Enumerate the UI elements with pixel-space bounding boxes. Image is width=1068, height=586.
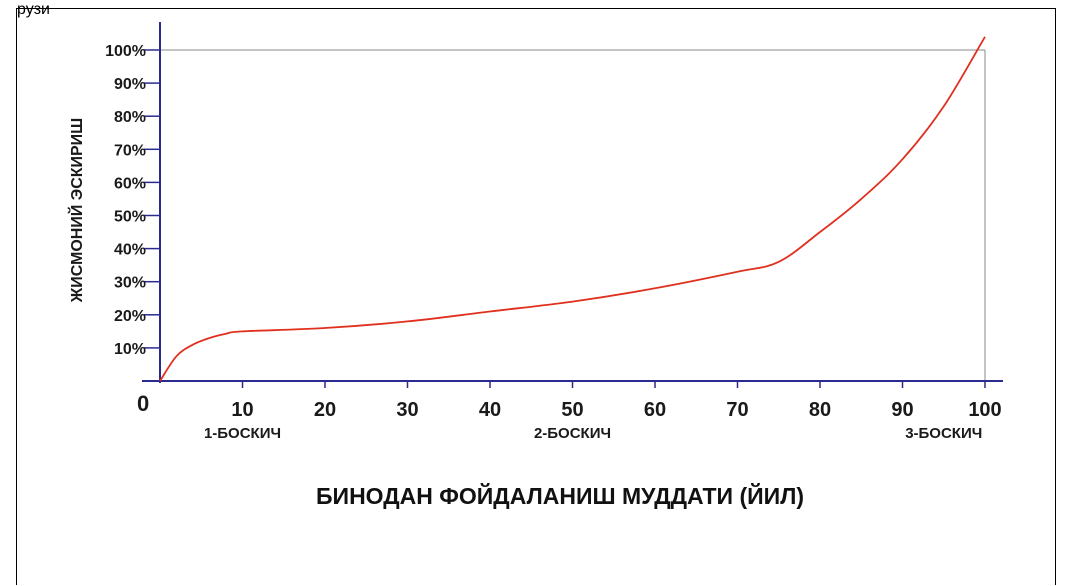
origin-label: 0 [137, 391, 149, 416]
x-tick-label: 90 [891, 399, 913, 421]
y-tick-label: 100% [105, 43, 146, 60]
y-tick-label: 50% [114, 209, 146, 226]
y-tick-label: 40% [114, 242, 146, 259]
x-tick-label: 70 [726, 399, 748, 421]
header-text-fragment: рузи [17, 1, 50, 18]
x-axis-label: БИНОДАН ФОЙДАЛАНИШ МУДДАТИ (ЙИЛ) [316, 482, 804, 509]
y-tick-label: 30% [114, 275, 146, 292]
stage-label: 1-БОСКИЧ [204, 425, 281, 442]
page-frame: рузи [16, 1, 1056, 585]
stage-label: 3-БОСКИЧ [905, 425, 982, 442]
stage-label: 2-БОСКИЧ [534, 425, 611, 442]
x-tick-label: 20 [314, 399, 336, 421]
x-tick-label: 80 [809, 399, 831, 421]
x-tick-label: 10 [231, 399, 253, 421]
y-axis-label: ЖИСМОНИЙ ЭСКИРИШ [67, 118, 86, 304]
stage-labels: 1-БОСКИЧ 2-БОСКИЧ 3-БОСКИЧ [204, 425, 982, 442]
x-axis-ticks: 10 20 30 40 50 60 70 80 90 100 [231, 381, 1002, 421]
x-tick-label: 40 [479, 399, 501, 421]
x-tick-label: 60 [644, 399, 666, 421]
x-tick-label: 50 [561, 399, 583, 421]
series-line [159, 36, 986, 382]
guide-lines [160, 49, 986, 381]
axes [142, 22, 1003, 383]
y-tick-label: 60% [114, 175, 146, 192]
y-tick-label: 90% [114, 76, 146, 93]
x-tick-label: 30 [396, 399, 418, 421]
y-tick-label: 20% [114, 308, 146, 325]
x-tick-label: 100 [968, 399, 1001, 421]
y-axis-ticks: 10% 20% 30% 40% 50% 60% 70% 80% 90% 100% [105, 43, 160, 358]
series-group [159, 36, 986, 382]
y-tick-label: 70% [114, 142, 146, 159]
y-tick-label: 10% [114, 341, 146, 358]
y-tick-label: 80% [114, 109, 146, 126]
